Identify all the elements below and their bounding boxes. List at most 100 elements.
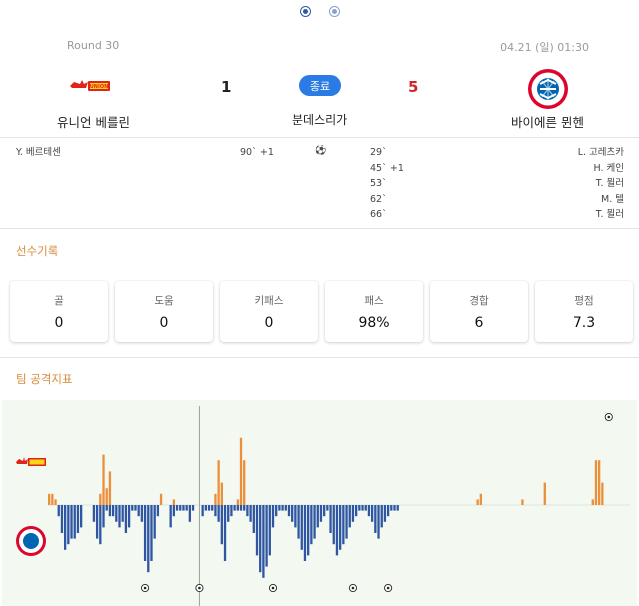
away-attack-bar — [316, 505, 319, 528]
away-attack-bar — [63, 505, 67, 550]
home-attack-bar — [236, 499, 239, 505]
away-attack-bar — [246, 505, 249, 517]
away-attack-bar — [259, 505, 262, 573]
away-goal-scorer: T. 뮐러 — [595, 209, 624, 220]
away-attack-bar — [361, 505, 364, 511]
away-attack-bar — [339, 505, 342, 550]
away-attack-bar — [233, 505, 236, 511]
away-goal-scorer: H. 케인 — [593, 162, 625, 174]
away-attack-bar — [124, 505, 128, 533]
home-attack-bar — [48, 493, 51, 505]
union-berlin-logo[interactable]: UNION — [68, 76, 112, 94]
stat-label: 도움 — [154, 294, 174, 307]
away-attack-bar — [127, 505, 131, 528]
away-attack-bar — [326, 505, 329, 511]
home-team-name[interactable]: 유니언 베를린 — [57, 115, 130, 130]
away-attack-bar — [370, 505, 374, 522]
home-score: 1 — [221, 78, 232, 96]
league-name[interactable]: 분데스리가 — [292, 113, 348, 127]
away-attack-bar — [329, 505, 332, 533]
svg-text:UNION: UNION — [90, 84, 109, 90]
away-attack-bar — [140, 505, 144, 522]
pagination-dots — [0, 6, 639, 17]
away-attack-bar — [79, 505, 83, 528]
away-attack-bar — [300, 505, 303, 550]
away-attack-bar — [262, 505, 265, 578]
away-attack-bar — [287, 505, 291, 517]
away-goal-time: 45` +1 — [370, 162, 404, 174]
stat-value: 0 — [264, 314, 274, 331]
away-attack-bar — [108, 505, 112, 517]
pagination-dot-2[interactable] — [328, 6, 340, 17]
away-attack-bar — [214, 505, 217, 517]
away-attack-bar — [99, 505, 102, 545]
away-attack-bar — [227, 505, 230, 522]
away-attack-bar — [342, 505, 345, 545]
away-attack-bar — [377, 505, 380, 539]
home-attack-bar — [594, 460, 598, 505]
away-attack-bar — [252, 505, 255, 533]
away-attack-bar — [143, 505, 147, 561]
away-attack-bar — [307, 505, 310, 556]
home-attack-bar — [105, 488, 108, 505]
home-attack-bar — [220, 482, 223, 505]
away-attack-bar — [393, 505, 396, 511]
away-attack-bar — [354, 505, 358, 517]
goal-ball-icon — [604, 412, 613, 422]
home-attack-bar — [108, 471, 112, 505]
away-attack-bar — [169, 505, 172, 528]
attack-index-chart — [2, 400, 637, 606]
away-attack-bar — [150, 505, 153, 561]
away-attack-bar — [115, 505, 118, 522]
away-attack-bar — [367, 505, 371, 517]
away-attack-bar — [281, 505, 284, 511]
away-attack-bar — [380, 505, 383, 528]
away-attack-bar — [92, 505, 96, 522]
away-attack-bar — [76, 505, 80, 533]
away-attack-bar — [303, 505, 307, 561]
away-goal-time: 29` — [370, 147, 387, 158]
stat-value: 6 — [474, 314, 484, 331]
stat-label: 경합 — [469, 294, 489, 307]
away-attack-bar — [204, 505, 207, 511]
round-label: Round 30 — [67, 39, 120, 52]
away-attack-bar — [134, 505, 137, 511]
away-attack-bar — [310, 505, 313, 545]
away-attack-bar — [255, 505, 259, 556]
away-attack-bar — [351, 505, 355, 522]
home-attack-bar — [214, 493, 217, 505]
away-goal-scorer: T. 뮐러 — [595, 178, 624, 189]
stat-card-key-passes: 키패스 0 — [220, 281, 318, 342]
pagination-dot-1[interactable] — [299, 6, 311, 17]
away-attack-bar — [191, 505, 195, 511]
home-attack-bar — [102, 454, 105, 505]
away-attack-bar — [319, 505, 323, 522]
away-attack-bar — [332, 505, 335, 545]
away-attack-bar — [211, 505, 214, 511]
bayern-munich-logo[interactable] — [527, 68, 569, 110]
away-attack-bar — [217, 505, 220, 522]
away-goal-time: 62` — [370, 193, 387, 205]
away-attack-bar — [121, 505, 124, 522]
away-attack-bar — [383, 505, 387, 522]
home-attack-bar — [543, 482, 546, 505]
away-attack-bar — [73, 505, 76, 539]
away-attack-bar — [348, 505, 351, 528]
away-score: 5 — [408, 78, 419, 96]
player-stats-row: 골 0 도움 0 키패스 0 패스 98% 경합 6 평점 7.3 — [10, 281, 633, 342]
away-attack-bar — [182, 505, 185, 511]
soccer-ball-icon: ⚽ — [315, 146, 327, 156]
away-attack-bar — [313, 505, 316, 539]
status-badge: 종료 — [299, 75, 341, 96]
away-attack-bar — [239, 505, 243, 511]
home-goal-time: 90` +1 — [240, 147, 274, 158]
away-goal-time: 53` — [370, 178, 387, 189]
away-attack-bar — [345, 505, 348, 539]
away-attack-bar — [220, 505, 223, 545]
away-attack-bar — [207, 505, 211, 511]
attack-index-title: 팀 공격지표 — [16, 372, 73, 386]
home-attack-bar — [243, 460, 246, 505]
away-goal-scorer: L. 고레츠카 — [577, 147, 624, 158]
away-team-name[interactable]: 바이에른 뮌헨 — [511, 115, 584, 130]
away-attack-bar — [175, 505, 179, 511]
